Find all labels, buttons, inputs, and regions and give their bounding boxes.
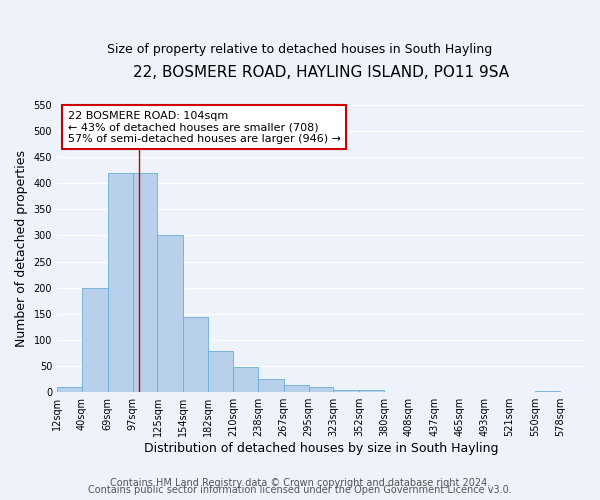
Bar — [208, 352, 233, 392]
Bar — [157, 236, 183, 392]
Bar — [133, 172, 157, 392]
Bar — [334, 390, 359, 392]
Title: 22, BOSMERE ROAD, HAYLING ISLAND, PO11 9SA: 22, BOSMERE ROAD, HAYLING ISLAND, PO11 9… — [133, 65, 509, 80]
Bar — [108, 172, 133, 392]
Text: Contains HM Land Registry data © Crown copyright and database right 2024.: Contains HM Land Registry data © Crown c… — [110, 478, 490, 488]
Bar — [82, 288, 108, 392]
Bar — [258, 379, 284, 392]
Bar — [535, 390, 560, 392]
Bar — [233, 367, 258, 392]
Text: Contains public sector information licensed under the Open Government Licence v3: Contains public sector information licen… — [88, 485, 512, 495]
Bar — [308, 387, 334, 392]
Bar — [284, 386, 308, 392]
X-axis label: Distribution of detached houses by size in South Hayling: Distribution of detached houses by size … — [144, 442, 498, 455]
Bar — [57, 387, 82, 392]
Text: Size of property relative to detached houses in South Hayling: Size of property relative to detached ho… — [107, 42, 493, 56]
Text: 22 BOSMERE ROAD: 104sqm
← 43% of detached houses are smaller (708)
57% of semi-d: 22 BOSMERE ROAD: 104sqm ← 43% of detache… — [68, 110, 341, 144]
Bar — [183, 318, 208, 392]
Y-axis label: Number of detached properties: Number of detached properties — [15, 150, 28, 347]
Bar — [359, 390, 384, 392]
